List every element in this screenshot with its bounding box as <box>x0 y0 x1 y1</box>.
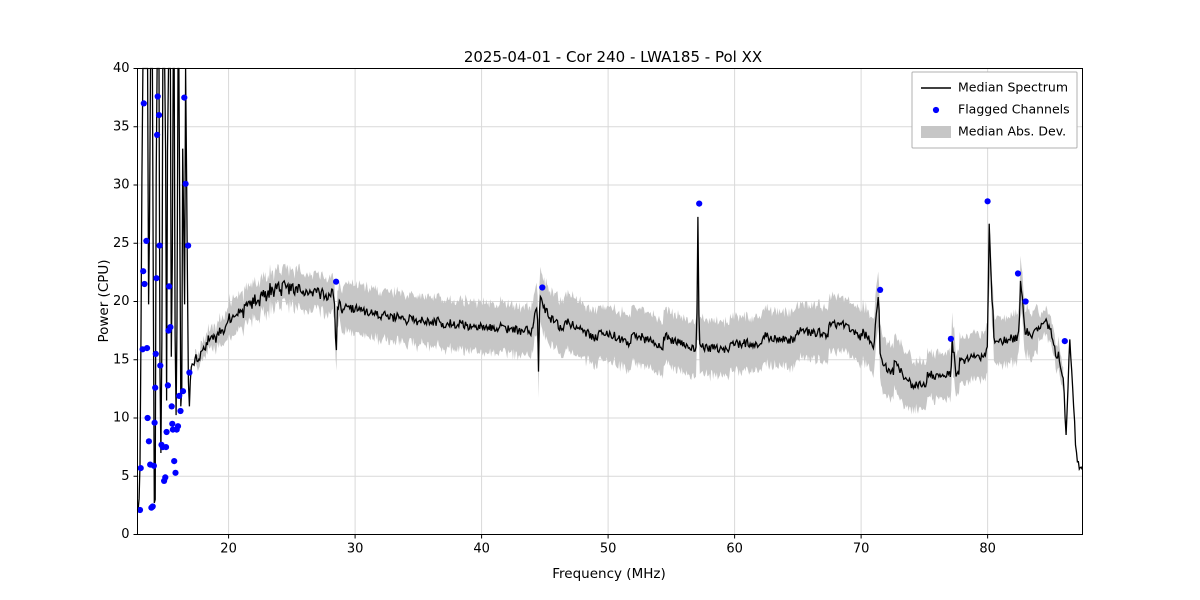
y-tick-label: 25 <box>113 236 130 251</box>
flagged-channel-dot <box>1014 270 1022 277</box>
flagged-channel-dot <box>151 419 158 426</box>
y-tick-label: 15 <box>113 352 130 367</box>
legend-patch-swatch <box>921 126 951 138</box>
median-spectrum-line <box>137 67 1083 511</box>
y-tick-label: 20 <box>113 294 130 309</box>
flagged-channel-dot <box>168 403 175 410</box>
flagged-channel-dot <box>176 392 183 399</box>
x-tick-label: 50 <box>600 541 617 556</box>
flagged-channel-dot <box>877 286 884 293</box>
flagged-channel-dot <box>539 284 546 291</box>
flagged-channel-dot <box>172 469 179 476</box>
flagged-channel-dot <box>149 503 156 510</box>
axis-ticks: 0 5 10 15 20 25 30 35 40 20 30 40 50 60 70 80 <box>113 61 996 556</box>
flagged-channel-dot <box>169 420 176 427</box>
flagged-channel-dot <box>166 283 173 290</box>
x-tick-label: 80 <box>979 541 996 556</box>
flagged-channel-dot <box>163 428 170 436</box>
median-abs-dev-band <box>195 232 1064 415</box>
flagged-channel-markers <box>136 93 1068 514</box>
mad-band-area <box>195 232 1064 415</box>
flagged-channel-dot <box>143 237 150 244</box>
page-title: 2025-04-01 - Cor 240 - LWA185 - Pol XX <box>464 48 762 66</box>
x-tick-label: 70 <box>853 541 870 556</box>
flagged-channel-dot <box>179 388 187 395</box>
flagged-channel-dot <box>185 242 192 249</box>
flagged-channel-dot <box>162 444 170 451</box>
y-tick-label: 35 <box>113 119 130 134</box>
flagged-channel-dot <box>140 100 147 107</box>
y-tick-label: 0 <box>121 527 129 542</box>
flagged-channel-dot <box>154 131 161 138</box>
legend-entry-label: Flagged Channels <box>958 102 1070 117</box>
flagged-channel-dot <box>153 275 160 282</box>
flagged-channel-dot <box>164 382 171 389</box>
flagged-channel-dot <box>162 474 169 481</box>
y-tick-label: 10 <box>113 411 130 426</box>
flagged-channel-dot <box>186 369 193 376</box>
flagged-channel-dot <box>167 324 174 331</box>
legend-entry-label: Median Spectrum <box>958 80 1068 95</box>
x-tick-label: 40 <box>473 541 490 556</box>
x-tick-label: 60 <box>726 541 743 556</box>
y-tick-label: 5 <box>121 469 129 484</box>
flagged-channel-dot <box>137 465 144 472</box>
flagged-channel-dot <box>154 93 161 100</box>
flagged-channel-dot <box>181 94 188 101</box>
y-tick-label: 40 <box>113 61 130 76</box>
flagged-channel-dot <box>145 438 152 445</box>
flagged-channel-dot <box>141 280 148 288</box>
y-axis-label: Power (CPU) <box>96 259 112 342</box>
legend-background <box>911 71 1078 149</box>
flagged-channel-dot <box>182 180 189 187</box>
chart-legend: Median Spectrum Flagged Channels Median Ab… <box>911 71 1078 149</box>
flagged-channel-dot <box>152 350 159 357</box>
median-spectrum-path <box>137 67 1083 511</box>
flagged-channel-dot <box>984 198 991 205</box>
legend-dot-swatch <box>932 106 940 114</box>
x-tick-label: 30 <box>347 541 364 556</box>
flagged-channel-dot <box>156 242 163 249</box>
flagged-channel-dot <box>143 345 151 352</box>
flagged-channel-dot <box>177 407 184 415</box>
flagged-channel-dot <box>696 200 703 207</box>
flagged-channel-dot <box>152 384 159 391</box>
y-tick-label: 30 <box>113 178 130 193</box>
flagged-channel-dot <box>171 458 178 465</box>
flagged-channel-dot <box>157 362 164 369</box>
flagged-channel-dot <box>144 414 151 422</box>
flagged-channel-dot <box>947 335 955 342</box>
flagged-channel-dot <box>140 268 147 275</box>
flagged-channel-dot <box>333 278 340 285</box>
flagged-channel-dot <box>1061 338 1068 345</box>
flagged-channel-dot <box>1022 298 1029 305</box>
flagged-channel-dot <box>136 506 144 514</box>
flagged-channel-dot <box>150 462 157 469</box>
x-tick-label: 20 <box>220 541 237 556</box>
flagged-channel-dot <box>174 423 182 430</box>
legend-entry-label: Median Abs. Dev. <box>958 124 1066 139</box>
x-axis-label: Frequency (MHz) <box>552 566 665 582</box>
flagged-channel-dot <box>155 112 163 119</box>
